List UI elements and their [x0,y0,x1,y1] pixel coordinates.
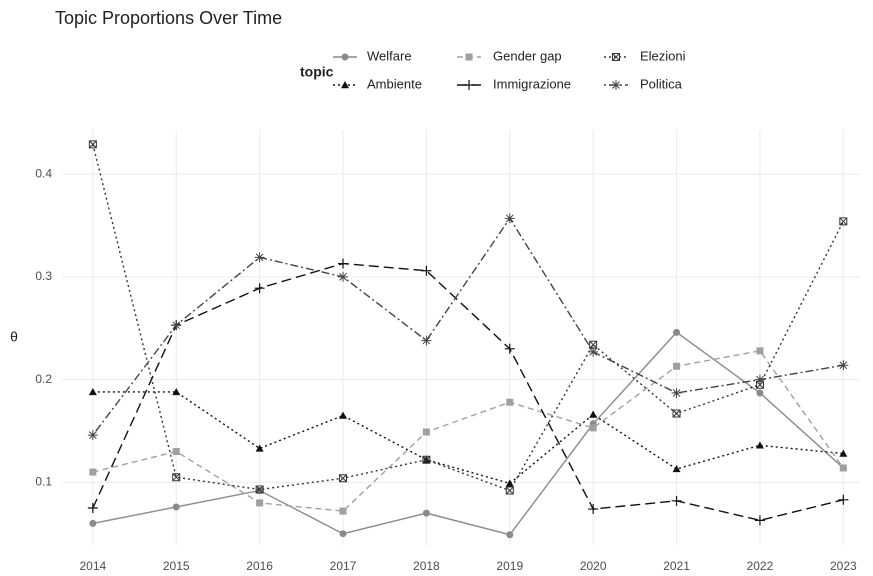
x-tick-label: 2016 [246,559,273,573]
y-axis-label: θ [10,329,18,345]
legend-label: Politica [640,76,683,91]
marker [673,362,681,370]
marker [671,387,682,398]
series-line [92,350,844,512]
legend-label: Welfare [367,48,412,63]
legend-label: Immigrazione [493,76,571,91]
marker [172,503,180,511]
y-tick-label: 0.4 [35,166,52,180]
marker [505,479,514,487]
marker [422,509,430,517]
marker [87,503,98,514]
series-line [92,217,844,436]
x-tick-label: 2018 [413,559,440,573]
marker [421,335,432,346]
marker [87,430,98,441]
marker [672,464,681,473]
marker [756,389,764,397]
x-tick-label: 2023 [830,559,857,573]
marker [673,328,681,336]
marker [754,515,765,526]
marker [88,387,97,396]
marker [506,398,514,406]
marker [339,507,347,515]
marker [171,320,182,331]
marker [755,441,764,449]
chart-title: Topic Proportions Over Time [55,8,282,28]
legend-label: Gender gap [493,48,562,63]
marker [839,449,848,457]
series-line [92,144,844,492]
marker [589,410,598,418]
series-line [92,391,844,485]
x-tick-label: 2014 [80,559,107,573]
marker [339,411,348,419]
series-line [92,331,844,536]
marker [255,444,264,452]
x-tick-label: 2019 [496,559,523,573]
x-tick-label: 2022 [747,559,774,573]
y-tick-label: 0.2 [35,372,52,386]
legend-marker [341,53,349,61]
legend-marker [341,81,349,89]
legend-marker [465,53,473,61]
legend-marker [611,80,621,90]
x-tick-label: 2020 [580,559,607,573]
marker [89,519,97,527]
marker [504,343,515,354]
legend-title: topic [300,64,334,80]
marker [754,374,765,385]
marker [338,271,349,282]
x-tick-label: 2017 [330,559,357,573]
marker [421,265,432,276]
x-tick-label: 2021 [663,559,690,573]
marker [255,485,264,494]
legend-label: Elezioni [640,48,686,63]
marker [89,468,97,476]
series-line [92,262,844,522]
marker [254,252,265,263]
marker [839,217,848,226]
legend-marker [612,53,620,61]
marker [172,473,181,482]
marker [254,283,265,294]
marker [838,494,849,505]
marker [589,424,597,432]
marker [88,140,97,149]
marker [588,504,599,515]
marker [505,486,514,495]
marker [422,428,430,436]
legend-label: Ambiente [367,76,422,91]
marker [172,387,181,396]
legend-marker [464,80,474,90]
marker [339,474,348,483]
marker [339,530,347,538]
marker [756,347,764,355]
marker [839,464,847,472]
marker [256,499,264,507]
x-tick-label: 2015 [163,559,190,573]
marker [672,409,681,418]
marker [506,531,514,539]
y-tick-label: 0.1 [35,475,52,489]
marker [338,258,349,269]
marker [504,213,515,224]
marker [838,360,849,371]
marker [588,346,599,357]
y-tick-label: 0.3 [35,269,52,283]
marker [671,495,682,506]
marker [422,455,431,464]
marker [172,448,180,456]
